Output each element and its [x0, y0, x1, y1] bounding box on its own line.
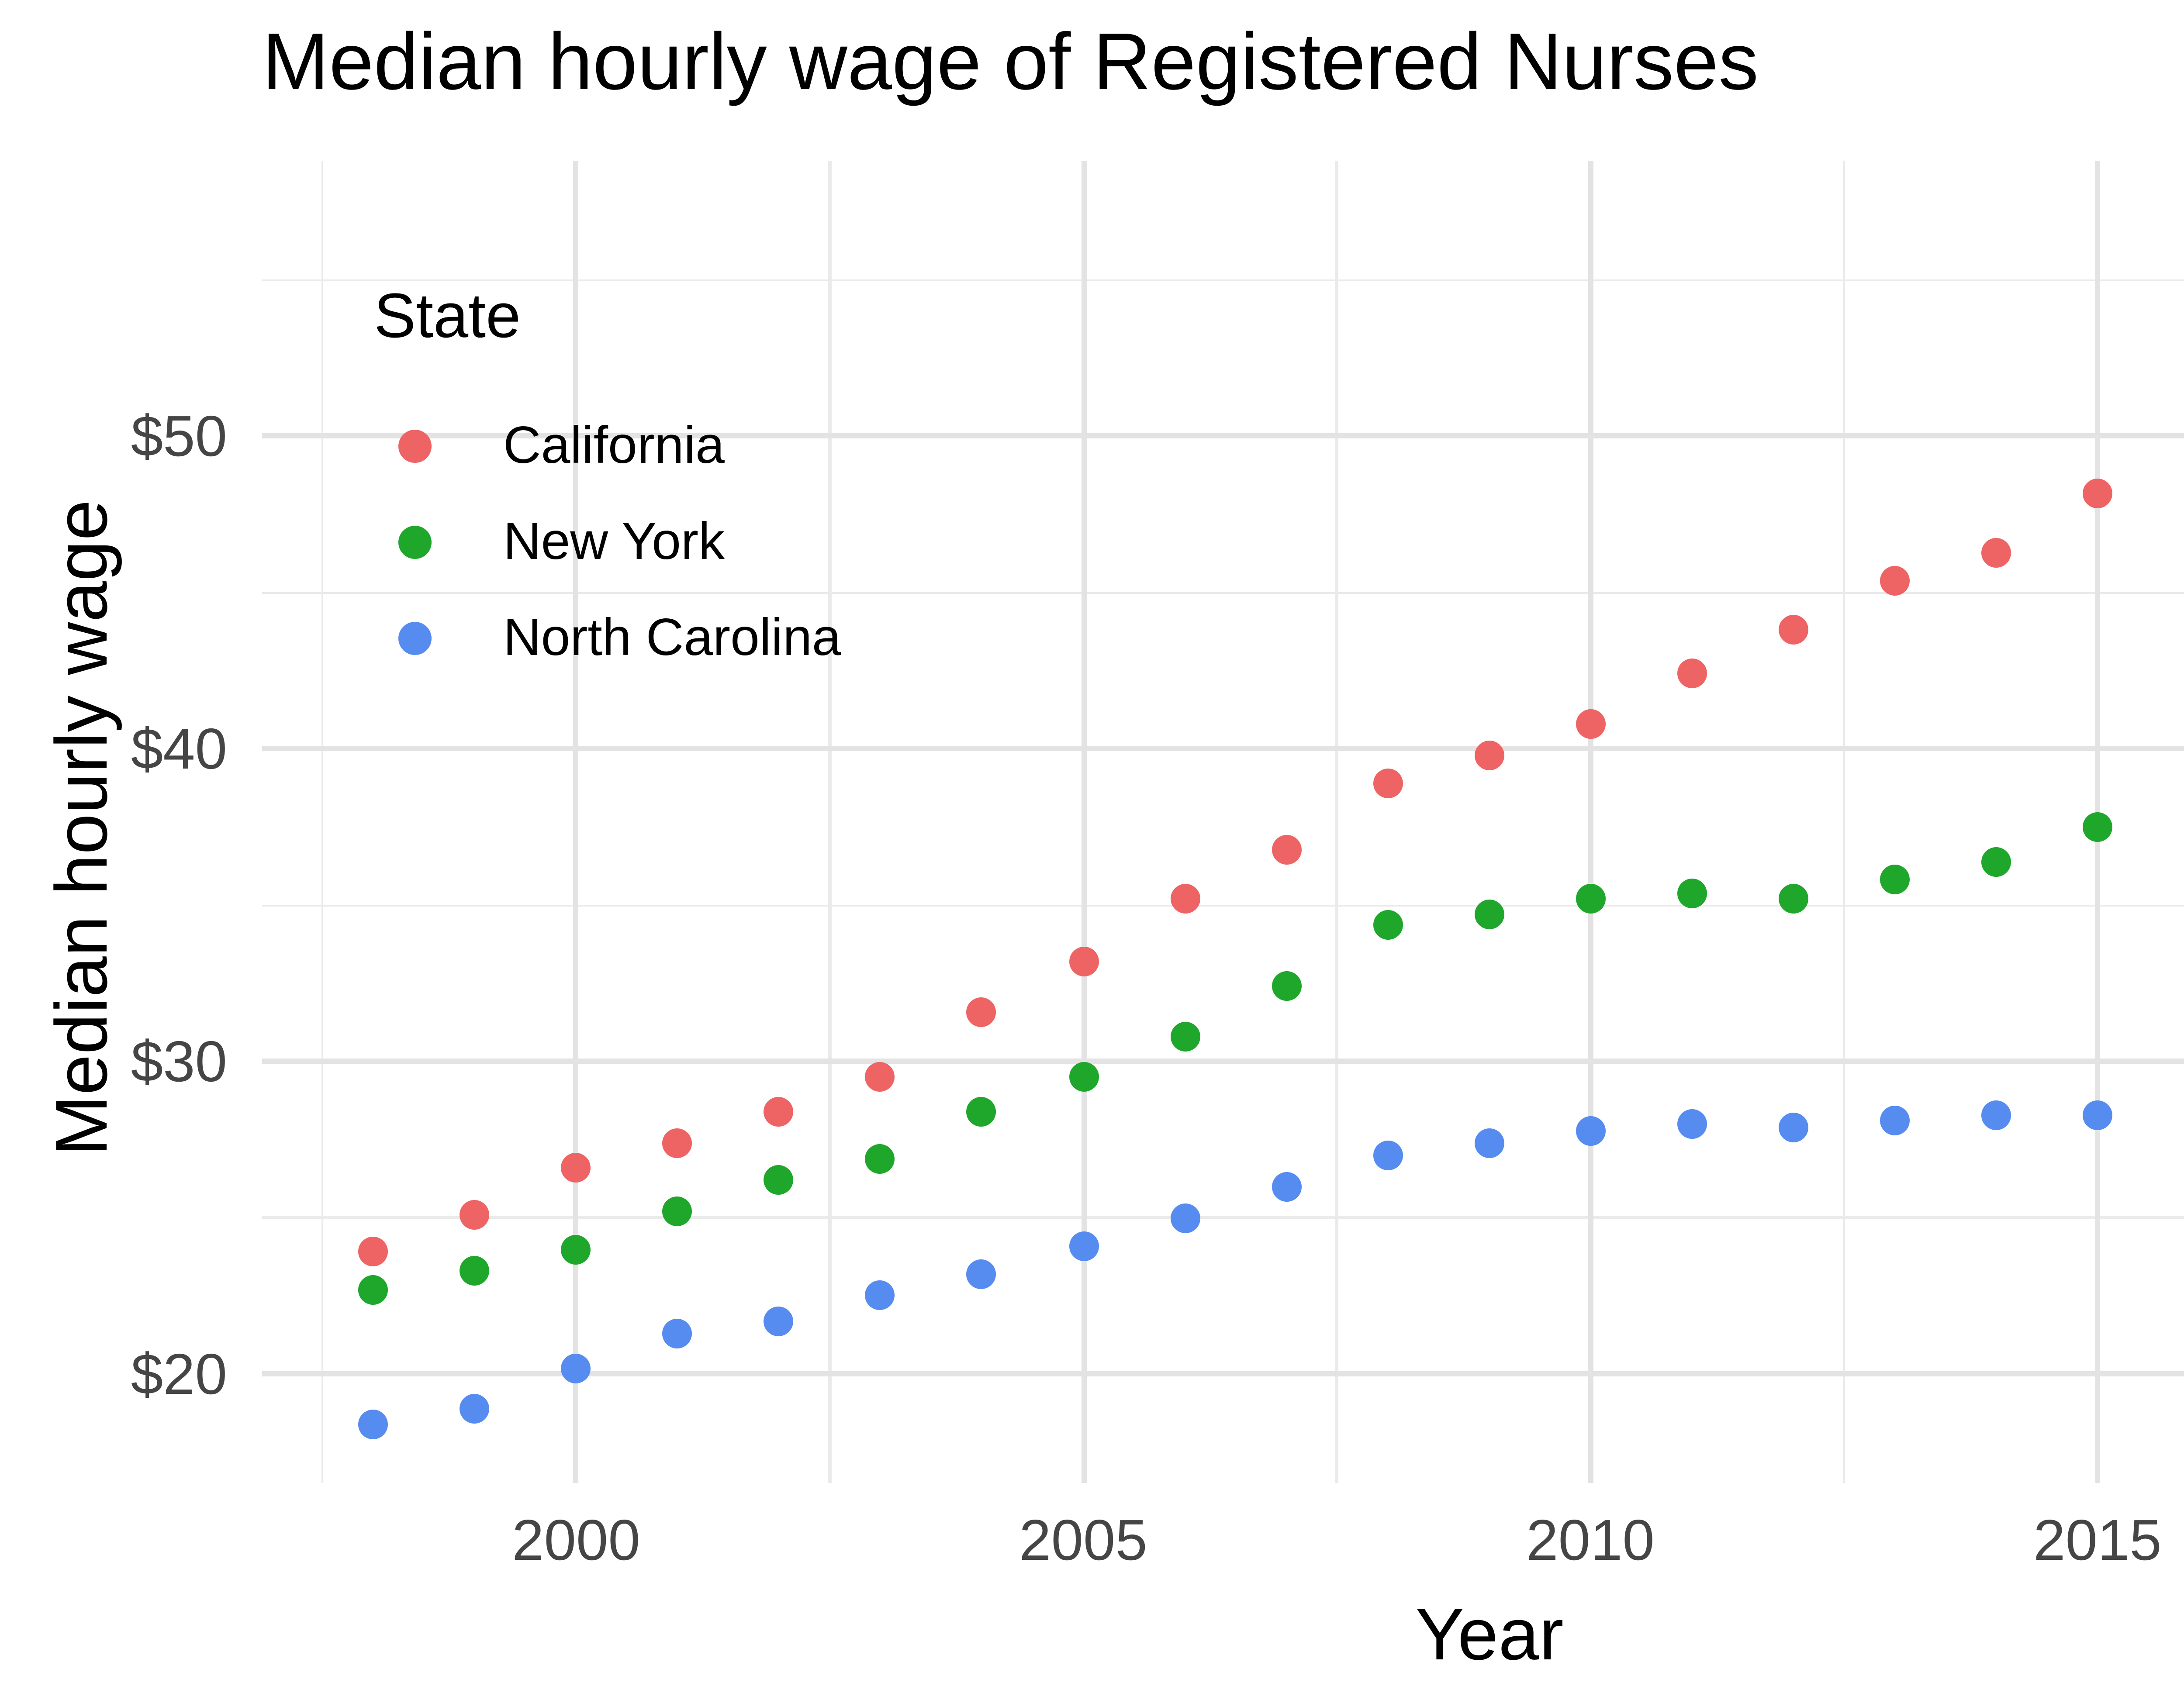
gridline-minor-x [1842, 161, 1845, 1483]
x-tick-label: 2015 [2033, 1507, 2162, 1572]
legend-dot-icon [398, 526, 432, 559]
data-point [1170, 1021, 1200, 1052]
x-tick-label: 2010 [1526, 1507, 1655, 1572]
data-point [1474, 900, 1504, 930]
data-point [561, 1153, 591, 1183]
gridline-minor-y [262, 279, 2184, 282]
data-point [663, 1318, 693, 1348]
data-point [2083, 478, 2112, 508]
legend-item-label: New York [503, 513, 725, 570]
legend-dot-icon [398, 622, 432, 655]
data-point [1170, 1203, 1200, 1233]
data-point [1677, 659, 1707, 689]
data-point [663, 1197, 693, 1227]
data-point [460, 1393, 490, 1424]
data-point [1474, 740, 1504, 770]
data-point [1372, 1140, 1403, 1170]
data-point [460, 1200, 490, 1230]
y-tick-label: $50 [131, 403, 227, 468]
data-point [1068, 1231, 1098, 1261]
gridline-major-y [262, 746, 2184, 752]
data-point [1474, 1128, 1504, 1158]
gridline-minor-y [262, 1216, 2184, 1219]
gridline-major-y [262, 434, 2184, 439]
data-point [358, 1237, 388, 1267]
data-point [1068, 947, 1098, 976]
data-point [1576, 709, 1605, 739]
data-point [1778, 1112, 1808, 1142]
data-point [561, 1353, 591, 1383]
gridline-minor-y [262, 904, 2184, 907]
gridline-major-x [574, 161, 579, 1483]
gridline-minor-x [321, 161, 324, 1483]
data-point [764, 1165, 794, 1195]
legend-dot-icon [398, 430, 432, 463]
gridline-minor-x [1335, 161, 1338, 1483]
data-point [1981, 1100, 2011, 1130]
y-axis-title: Median hourly wage [39, 500, 121, 1156]
data-point [967, 997, 997, 1027]
y-tick-label: $20 [131, 1341, 227, 1406]
data-point [1271, 834, 1301, 864]
legend-item: New York [374, 494, 841, 590]
data-point [1170, 884, 1200, 914]
gridline-minor-y [262, 591, 2184, 594]
gridline-major-y [262, 1059, 2184, 1064]
data-point [1271, 972, 1301, 1002]
data-point [1778, 884, 1808, 914]
chart-title: Median hourly wage of Registered Nurses [262, 16, 1759, 107]
y-tick-label: $30 [131, 1028, 227, 1093]
gridline-major-x [1081, 161, 1086, 1483]
data-point [865, 1062, 895, 1092]
data-point [1576, 1115, 1605, 1145]
x-tick-label: 2000 [512, 1507, 640, 1572]
data-point [358, 1409, 388, 1439]
gridline-major-y [262, 1371, 2184, 1377]
data-point [1981, 537, 2011, 567]
data-point [1372, 769, 1403, 799]
data-point [967, 1097, 997, 1127]
legend-item: California [374, 398, 841, 494]
legend-item-label: North Carolina [503, 609, 841, 666]
legend-item: North Carolina [374, 590, 841, 686]
legend: State California New York North Carolina [374, 279, 841, 686]
data-point [1677, 1109, 1707, 1139]
y-tick-label: $40 [131, 716, 227, 781]
data-point [1372, 909, 1403, 939]
legend-title: State [374, 279, 521, 351]
gridline-minor-x [828, 161, 831, 1483]
plot-area [262, 161, 2184, 1483]
data-point [2083, 1100, 2112, 1130]
data-point [865, 1143, 895, 1173]
data-point [764, 1306, 794, 1336]
data-point [663, 1128, 693, 1158]
data-point [1778, 615, 1808, 645]
x-axis-title: Year [1415, 1593, 1564, 1675]
data-point [967, 1259, 997, 1289]
data-point [1981, 847, 2011, 876]
data-point [1880, 565, 1910, 595]
data-point [561, 1234, 591, 1264]
data-point [460, 1256, 490, 1286]
data-point [764, 1097, 794, 1127]
legend-item-label: California [503, 417, 725, 474]
gridline-major-x [1588, 161, 1593, 1483]
data-point [1576, 884, 1605, 914]
data-point [1068, 1062, 1098, 1092]
legend-items: California New York North Carolina [374, 398, 841, 686]
data-point [2083, 812, 2112, 842]
data-point [1880, 1106, 1910, 1136]
data-point [1880, 865, 1910, 895]
data-point [865, 1281, 895, 1311]
x-tick-label: 2005 [1019, 1507, 1147, 1572]
data-point [1271, 1172, 1301, 1202]
data-point [358, 1275, 388, 1305]
data-point [1677, 878, 1707, 908]
